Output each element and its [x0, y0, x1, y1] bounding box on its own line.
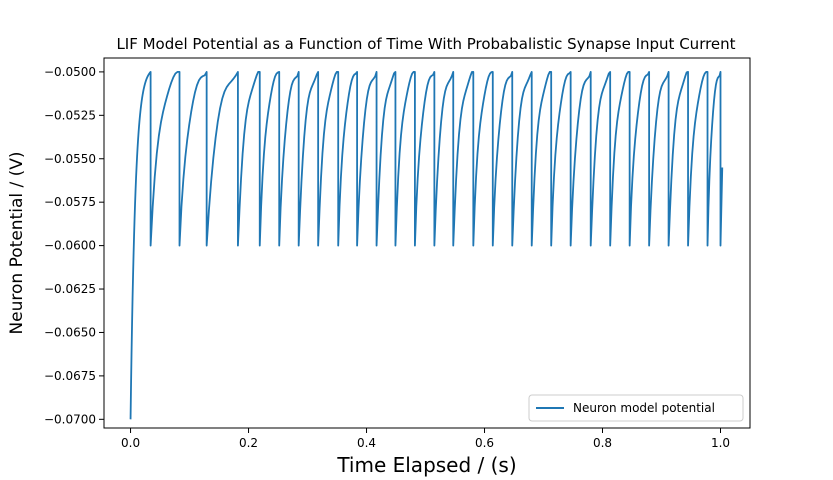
x-tick-label: 1.0 — [711, 436, 730, 450]
x-axis: 0.0 0.2 0.4 0.6 0.8 1.0 — [121, 428, 730, 450]
y-tick-label: −0.0675 — [44, 369, 96, 383]
legend-box — [528, 394, 744, 422]
y-tick-label: −0.0525 — [44, 108, 96, 122]
y-tick-label: −0.0650 — [44, 325, 96, 339]
y-tick-label: −0.0700 — [44, 412, 96, 426]
x-tick-label: 0.2 — [239, 436, 258, 450]
y-tick-label: −0.0500 — [44, 65, 96, 79]
series-line-neuron-potential — [129, 71, 724, 420]
y-tick-label: −0.0625 — [44, 282, 96, 296]
x-tick-label: 0.8 — [593, 436, 612, 450]
legend: Neuron model potential — [528, 394, 744, 422]
y-tick-label: −0.0550 — [44, 152, 96, 166]
plot-background — [104, 58, 750, 428]
chart-title: LIF Model Potential as a Function of Tim… — [116, 35, 735, 53]
x-tick-label: 0.0 — [121, 436, 140, 450]
y-axis-label: Neuron Potential / (V) — [7, 151, 27, 334]
y-tick-label: −0.0600 — [44, 239, 96, 253]
x-tick-label: 0.6 — [475, 436, 494, 450]
y-tick-label: −0.0575 — [44, 195, 96, 209]
x-tick-label: 0.4 — [357, 436, 376, 450]
x-axis-label: Time Elapsed / (s) — [336, 453, 516, 477]
series-layer — [129, 71, 724, 420]
plot-frame — [103, 57, 751, 429]
plot-area — [103, 57, 751, 429]
legend-entry-label: Neuron model potential — [573, 401, 715, 415]
y-axis: −0.0700 −0.0675 −0.0650 −0.0625 −0.0600 −0.05… — [44, 65, 104, 426]
